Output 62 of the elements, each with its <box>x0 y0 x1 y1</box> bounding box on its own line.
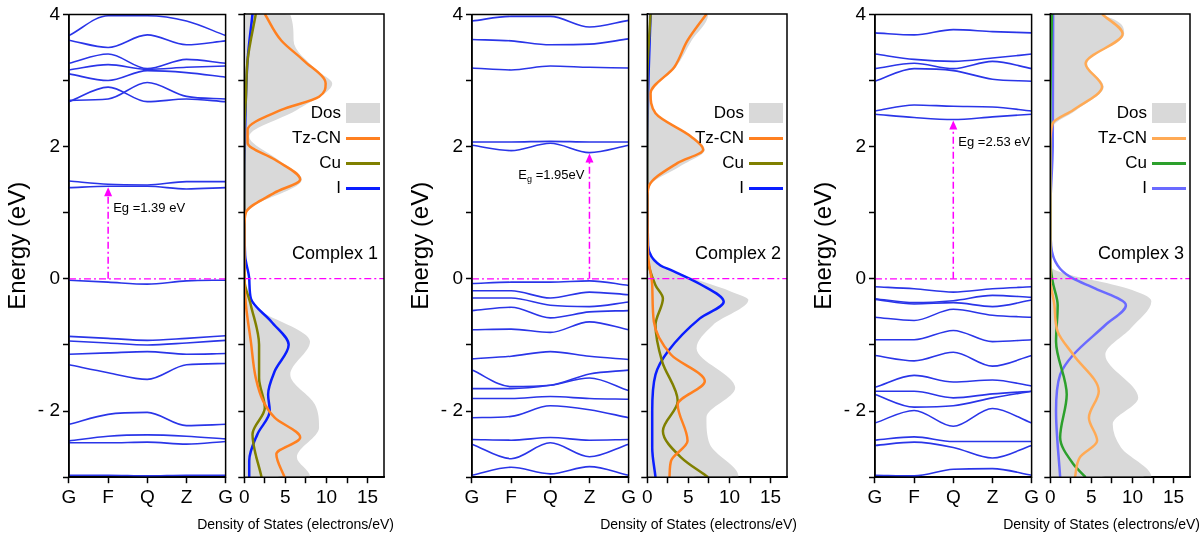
x-tick-label: Z <box>986 485 999 507</box>
x-axis-title: Density of States (electrons/eV) <box>600 516 797 532</box>
x-tick-label: 10 <box>315 485 338 507</box>
legend-label: Dos <box>310 103 341 123</box>
y-tick-label: 0 <box>452 267 463 289</box>
y-tick-label: - 2 <box>37 399 60 421</box>
y-tick-label: - 2 <box>440 399 463 421</box>
x-tick-label: Z <box>583 485 596 507</box>
x-axis-title: Density of States (electrons/eV) <box>1003 516 1200 532</box>
x-axis-title: Density of States (electrons/eV) <box>197 516 394 532</box>
legend-label: Cu <box>1125 153 1147 173</box>
legend-label: Tz-CN <box>694 128 744 148</box>
y-tick-label: 2 <box>452 134 463 156</box>
x-tick-label: G <box>464 485 480 507</box>
annotation: Complex 2 <box>694 243 782 264</box>
x-tick-label: Z <box>180 485 193 507</box>
annotation: Eg =1.39 eV <box>113 200 186 216</box>
y-tick-label: 4 <box>49 2 61 24</box>
x-tick-label: F <box>505 485 517 507</box>
y-tick-label: 2 <box>855 134 866 156</box>
x-tick-label: G <box>621 485 636 507</box>
annotation: Eg =2.53 eV <box>958 133 1031 149</box>
y-tick-label: 0 <box>855 267 866 289</box>
y-tick-label: 4 <box>452 2 464 24</box>
legend-label: I <box>739 178 744 198</box>
x-tick-label: 10 <box>718 485 741 507</box>
x-tick-label: 0 <box>1044 485 1056 507</box>
x-tick-label: 5 <box>1086 485 1097 507</box>
legend-label: I <box>1142 178 1147 198</box>
legend-label: Tz-CN <box>291 128 341 148</box>
legend-label: Tz-CN <box>1097 128 1147 148</box>
x-tick-label: G <box>1024 485 1039 507</box>
x-tick-label: G <box>61 485 77 507</box>
x-tick-label: 0 <box>641 485 653 507</box>
y-tick-label: 4 <box>855 2 867 24</box>
y-tick-label: 0 <box>49 267 60 289</box>
x-tick-label: 15 <box>1162 485 1185 507</box>
x-tick-label: G <box>867 485 883 507</box>
y-tick-label: 2 <box>49 134 60 156</box>
x-tick-label: G <box>218 485 233 507</box>
annotation: Complex 3 <box>1097 243 1185 264</box>
legend-label: Cu <box>319 153 341 173</box>
x-tick-label: Q <box>542 485 558 507</box>
x-tick-label: 5 <box>280 485 291 507</box>
legend-label: Cu <box>722 153 744 173</box>
x-tick-label: F <box>102 485 114 507</box>
x-tick-label: 0 <box>238 485 250 507</box>
legend-label: Dos <box>713 103 744 123</box>
legend-label: Dos <box>1116 103 1147 123</box>
x-tick-label: 15 <box>356 485 379 507</box>
y-axis-title: Energy (eV) <box>3 181 31 310</box>
legend-label: I <box>336 178 341 198</box>
y-axis-title: Energy (eV) <box>809 181 837 310</box>
annotation: Complex 1 <box>291 243 379 264</box>
x-tick-label: 10 <box>1121 485 1144 507</box>
x-tick-label: F <box>908 485 920 507</box>
y-axis-title: Energy (eV) <box>406 181 434 310</box>
x-tick-label: 5 <box>683 485 694 507</box>
x-tick-label: Q <box>945 485 961 507</box>
x-tick-label: 15 <box>759 485 782 507</box>
y-tick-label: - 2 <box>843 399 866 421</box>
x-tick-label: Q <box>139 485 155 507</box>
